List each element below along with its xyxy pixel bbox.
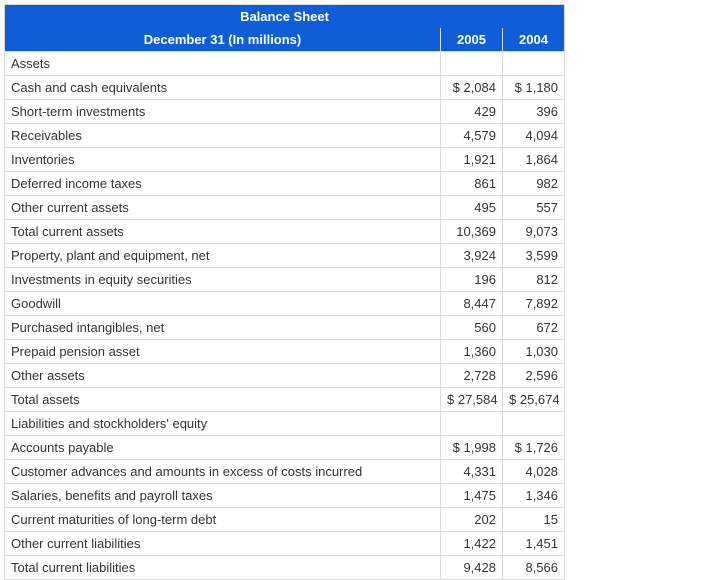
table-row: Prepaid pension asset1,3601,030: [5, 340, 565, 364]
row-value-2005: 8,447: [441, 292, 503, 316]
row-value-2005: 1,422: [441, 532, 503, 556]
row-value-2004: 8,566: [503, 556, 565, 580]
row-label: Assets: [5, 52, 441, 76]
row-value-2004: 1,346: [503, 484, 565, 508]
row-value-2004: 9,073: [503, 220, 565, 244]
table-row: Other current liabilities1,4221,451: [5, 532, 565, 556]
table-row: Current maturities of long-term debt2021…: [5, 508, 565, 532]
row-value-2004: [503, 412, 565, 436]
row-value-2004: 396: [503, 100, 565, 124]
row-value-2005: 202: [441, 508, 503, 532]
row-value-2004: 812: [503, 268, 565, 292]
table-row: Salaries, benefits and payroll taxes1,47…: [5, 484, 565, 508]
table-row: Investments in equity securities196812: [5, 268, 565, 292]
table-row: Receivables4,5794,094: [5, 124, 565, 148]
row-value-2005: 196: [441, 268, 503, 292]
row-value-2004: [503, 52, 565, 76]
balance-sheet-container: Balance Sheet December 31 (In millions) …: [4, 4, 564, 580]
row-value-2004: $ 1,180: [503, 76, 565, 100]
row-value-2004: 557: [503, 196, 565, 220]
row-value-2004: 982: [503, 172, 565, 196]
table-row: Total current assets10,3699,073: [5, 220, 565, 244]
row-label: Other assets: [5, 364, 441, 388]
table-row: Other assets2,7282,596: [5, 364, 565, 388]
row-value-2004: 7,892: [503, 292, 565, 316]
row-label: Property, plant and equipment, net: [5, 244, 441, 268]
table-row: Customer advances and amounts in excess …: [5, 460, 565, 484]
row-value-2005: $ 1,998: [441, 436, 503, 460]
row-label: Salaries, benefits and payroll taxes: [5, 484, 441, 508]
table-row: Total assets$ 27,584$ 25,674: [5, 388, 565, 412]
table-row: Inventories1,9211,864: [5, 148, 565, 172]
table-body: AssetsCash and cash equivalents$ 2,084$ …: [5, 52, 565, 580]
row-value-2004: 1,451: [503, 532, 565, 556]
row-label: Accounts payable: [5, 436, 441, 460]
row-value-2005: 1,360: [441, 340, 503, 364]
row-value-2005: 560: [441, 316, 503, 340]
table-header: Balance Sheet December 31 (In millions) …: [5, 5, 565, 52]
row-label: Customer advances and amounts in excess …: [5, 460, 441, 484]
table-row: Property, plant and equipment, net3,9243…: [5, 244, 565, 268]
row-value-2005: 495: [441, 196, 503, 220]
row-value-2005: [441, 52, 503, 76]
table-row: Deferred income taxes861982: [5, 172, 565, 196]
balance-sheet-table: Balance Sheet December 31 (In millions) …: [4, 4, 565, 580]
row-label: Investments in equity securities: [5, 268, 441, 292]
row-value-2005: 1,475: [441, 484, 503, 508]
row-value-2005: [441, 412, 503, 436]
table-row: Goodwill8,4477,892: [5, 292, 565, 316]
row-label: Prepaid pension asset: [5, 340, 441, 364]
row-value-2004: $ 1,726: [503, 436, 565, 460]
row-value-2004: 3,599: [503, 244, 565, 268]
row-label: Other current liabilities: [5, 532, 441, 556]
row-value-2005: 4,331: [441, 460, 503, 484]
row-value-2005: 10,369: [441, 220, 503, 244]
table-row: Total current liabilities9,4288,566: [5, 556, 565, 580]
row-value-2004: 15: [503, 508, 565, 532]
row-label: Deferred income taxes: [5, 172, 441, 196]
row-label: Cash and cash equivalents: [5, 76, 441, 100]
row-label: Current maturities of long-term debt: [5, 508, 441, 532]
table-row: Assets: [5, 52, 565, 76]
row-value-2005: 2,728: [441, 364, 503, 388]
row-value-2005: 4,579: [441, 124, 503, 148]
table-title-2: December 31 (In millions): [5, 28, 441, 52]
row-value-2004: $ 25,674: [503, 388, 565, 412]
table-row: Liabilities and stockholders' equity: [5, 412, 565, 436]
row-value-2004: 2,596: [503, 364, 565, 388]
row-label: Inventories: [5, 148, 441, 172]
row-label: Total current assets: [5, 220, 441, 244]
table-row: Purchased intangibles, net560672: [5, 316, 565, 340]
row-value-2004: 1,864: [503, 148, 565, 172]
row-value-2005: $ 2,084: [441, 76, 503, 100]
row-value-2005: 3,924: [441, 244, 503, 268]
row-label: Total current liabilities: [5, 556, 441, 580]
col-header-2004: 2004: [503, 28, 565, 52]
col-header-2005: 2005: [441, 28, 503, 52]
row-label: Goodwill: [5, 292, 441, 316]
row-value-2005: 861: [441, 172, 503, 196]
row-value-2005: 9,428: [441, 556, 503, 580]
row-value-2005: $ 27,584: [441, 388, 503, 412]
row-label: Short-term investments: [5, 100, 441, 124]
row-label: Liabilities and stockholders' equity: [5, 412, 441, 436]
row-label: Other current assets: [5, 196, 441, 220]
table-row: Cash and cash equivalents$ 2,084$ 1,180: [5, 76, 565, 100]
row-label: Total assets: [5, 388, 441, 412]
row-value-2004: 672: [503, 316, 565, 340]
row-value-2004: 4,028: [503, 460, 565, 484]
table-row: Accounts payable$ 1,998$ 1,726: [5, 436, 565, 460]
table-title-1: Balance Sheet: [5, 5, 565, 29]
table-row: Other current assets495557: [5, 196, 565, 220]
row-value-2004: 1,030: [503, 340, 565, 364]
table-row: Short-term investments429396: [5, 100, 565, 124]
row-value-2005: 1,921: [441, 148, 503, 172]
row-value-2005: 429: [441, 100, 503, 124]
row-value-2004: 4,094: [503, 124, 565, 148]
row-label: Receivables: [5, 124, 441, 148]
row-label: Purchased intangibles, net: [5, 316, 441, 340]
